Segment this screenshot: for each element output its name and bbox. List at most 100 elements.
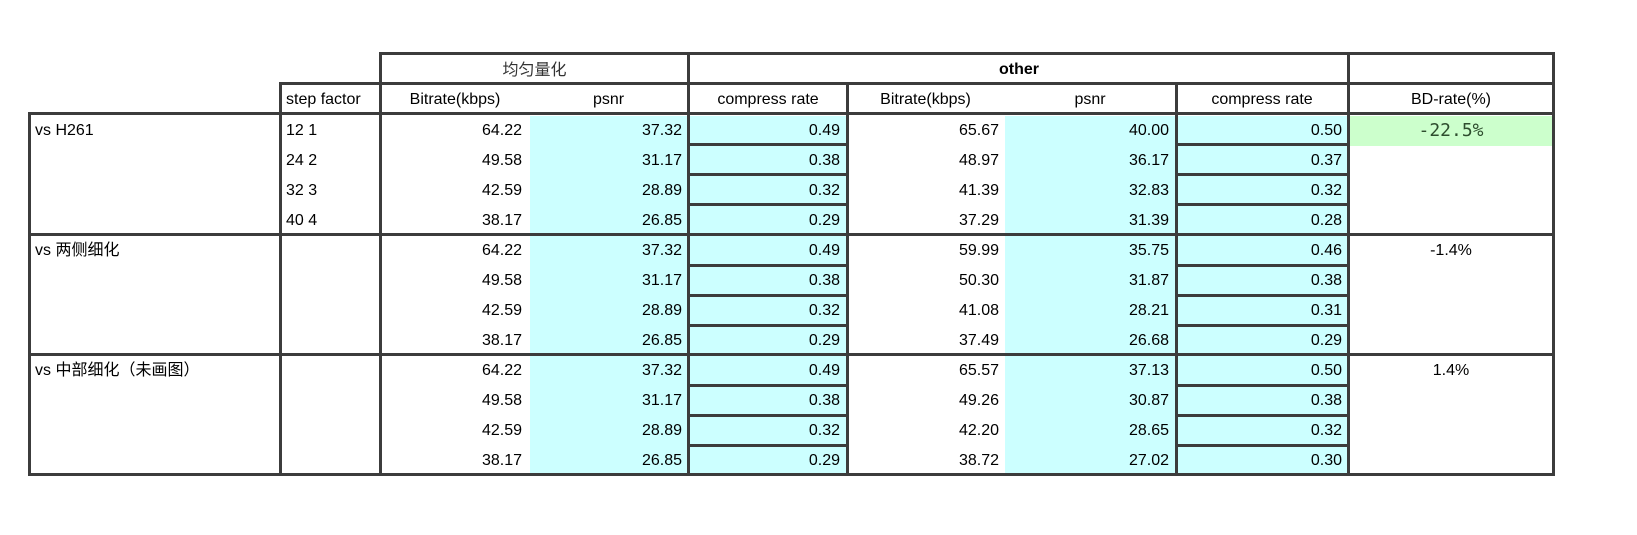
- cell-psnr2: 35.75: [1005, 236, 1177, 266]
- header-step-factor: step factor: [286, 91, 361, 108]
- cell-psnr1: 26.85: [530, 446, 688, 476]
- grid-hline: [1175, 173, 1350, 176]
- grid-hline: [688, 203, 848, 206]
- cell-psnr2: 32.83: [1005, 176, 1177, 206]
- cell-psnr1: 37.32: [530, 356, 688, 386]
- header-bitrate-other: Bitrate(kbps): [880, 91, 971, 108]
- cell-br2: 50.30: [958, 272, 999, 289]
- cell-br2: 38.72: [958, 452, 999, 469]
- cell-step: [282, 296, 380, 326]
- cell-br2: 37.29: [958, 212, 999, 229]
- cell-psnr1: 31.17: [530, 146, 688, 176]
- cell-step: 24 2: [286, 152, 318, 169]
- cell-psnr1: 28.89: [530, 176, 688, 206]
- cell-psnr1: 37.32: [530, 116, 688, 146]
- cell-psnr1: 31.17: [530, 266, 688, 296]
- cell-cr1: 0.32: [690, 296, 846, 326]
- cell-br2: 37.49: [958, 332, 999, 349]
- cell-psnr2: 40.00: [1005, 116, 1177, 146]
- cell-cr2: 0.28: [1177, 206, 1348, 236]
- cell-psnr2: 30.87: [1005, 386, 1177, 416]
- cell-cr2: 0.38: [1177, 386, 1348, 416]
- cell-br1: 38.17: [481, 212, 522, 229]
- cell-br2: 41.39: [958, 182, 999, 199]
- cell-cr2: 0.31: [1177, 296, 1348, 326]
- grid-vline: [687, 52, 690, 476]
- cell-br1: 42.59: [481, 302, 522, 319]
- bd-rate-value: 1.4%: [1432, 362, 1470, 379]
- grid-hline: [1175, 143, 1350, 146]
- grid-hline: [379, 82, 1555, 85]
- group-label: vs H261: [35, 122, 94, 139]
- cell-psnr2: 28.21: [1005, 296, 1177, 326]
- cell-br1: 64.22: [481, 242, 522, 259]
- grid-hline: [28, 353, 1555, 356]
- cell-step: 40 4: [286, 212, 318, 229]
- grid-hline: [1175, 203, 1350, 206]
- grid-hline: [688, 294, 848, 297]
- grid-hline: [280, 82, 382, 85]
- cell-br1: 38.17: [481, 332, 522, 349]
- cell-br2: 41.08: [958, 302, 999, 319]
- grid-vline: [846, 82, 849, 476]
- cell-step: [282, 446, 380, 476]
- grid-hline: [1175, 294, 1350, 297]
- cell-cr2: 0.30: [1177, 446, 1348, 476]
- cell-cr1: 0.29: [690, 326, 846, 356]
- grid-vline: [28, 112, 31, 476]
- cell-psnr1: 28.89: [530, 296, 688, 326]
- grid-vline: [1175, 82, 1178, 476]
- cell-cr2: 0.32: [1177, 416, 1348, 446]
- cell-psnr1: 26.85: [530, 206, 688, 236]
- cell-psnr2: 37.13: [1005, 356, 1177, 386]
- cell-cr1: 0.29: [690, 206, 846, 236]
- cell-psnr2: 26.68: [1005, 326, 1177, 356]
- cell-psnr1: 26.85: [530, 326, 688, 356]
- cell-br2: 48.97: [958, 152, 999, 169]
- header-psnr-other: psnr: [1074, 91, 1106, 108]
- cell-cr1: 0.29: [690, 446, 846, 476]
- grid-hline: [1175, 324, 1350, 327]
- cell-cr1: 0.38: [690, 386, 846, 416]
- header-bd-rate: BD-rate(%): [1410, 91, 1491, 108]
- grid-hline: [688, 173, 848, 176]
- cell-step: [282, 386, 380, 416]
- cell-psnr2: 31.39: [1005, 206, 1177, 236]
- header-compress-other: compress rate: [1211, 91, 1313, 108]
- cell-psnr2: 27.02: [1005, 446, 1177, 476]
- header-compress-uniform: compress rate: [717, 91, 819, 108]
- cell-br1: 42.59: [481, 422, 522, 439]
- cell-br1: 38.17: [481, 452, 522, 469]
- cell-cr2: 0.46: [1177, 236, 1348, 266]
- cell-step: [282, 266, 380, 296]
- header-psnr-uniform: psnr: [592, 91, 625, 108]
- cell-br1: 49.58: [481, 272, 522, 289]
- grid-vline: [1347, 52, 1350, 476]
- cell-step: [282, 356, 380, 386]
- header-group-uniform: 均匀量化: [502, 60, 567, 79]
- cell-br2: 65.57: [958, 362, 999, 379]
- cell-step: 32 3: [286, 182, 318, 199]
- group-label: vs 中部细化（未画图）: [35, 362, 200, 379]
- grid-hline: [688, 324, 848, 327]
- grid-vline: [1552, 52, 1555, 476]
- grid-vline: [379, 52, 382, 476]
- group-label: vs 两侧细化: [35, 242, 120, 259]
- cell-step: 12 1: [286, 122, 318, 139]
- cell-br2: 59.99: [958, 242, 999, 259]
- cell-br1: 49.58: [481, 392, 522, 409]
- grid-hline: [28, 473, 1555, 476]
- grid-hline: [688, 264, 848, 267]
- cell-cr2: 0.38: [1177, 266, 1348, 296]
- header-group-other: other: [999, 61, 1039, 78]
- cell-cr1: 0.38: [690, 266, 846, 296]
- cell-psnr1: 37.32: [530, 236, 688, 266]
- cell-cr1: 0.38: [690, 146, 846, 176]
- cell-cr2: 0.29: [1177, 326, 1348, 356]
- cell-cr1: 0.49: [690, 116, 846, 146]
- grid-hline: [1175, 444, 1350, 447]
- cell-cr2: 0.50: [1177, 356, 1348, 386]
- cell-psnr2: 31.87: [1005, 266, 1177, 296]
- bd-rate-value: -22.5%: [1350, 116, 1552, 146]
- grid-hline: [688, 414, 848, 417]
